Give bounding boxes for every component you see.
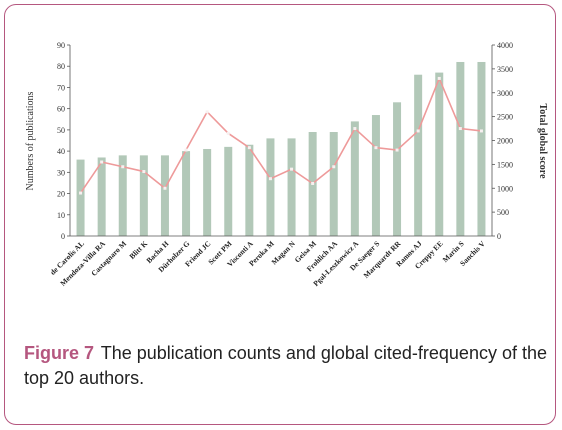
line-point — [332, 165, 336, 169]
bar — [139, 155, 148, 236]
line-point — [458, 127, 462, 131]
y2-axis-label: Total global score — [537, 103, 548, 179]
line-point — [268, 177, 272, 181]
line-point — [311, 181, 315, 185]
bar — [456, 61, 465, 236]
line-point — [226, 131, 230, 135]
figure-frame — [4, 4, 556, 425]
bar — [477, 61, 486, 236]
y-tick-label: 10 — [57, 211, 65, 220]
y-tick-label: 90 — [57, 41, 65, 50]
line-point — [163, 186, 167, 190]
bar — [329, 132, 338, 236]
line-point — [205, 110, 209, 114]
caption-text: The publication counts and global cited-… — [24, 343, 547, 388]
figure-caption: Figure 7 The publication counts and glob… — [24, 341, 548, 391]
line-point — [247, 146, 251, 150]
y-tick-label: 0 — [61, 232, 65, 241]
bar — [371, 115, 380, 236]
line-point — [479, 129, 483, 133]
bar — [203, 148, 212, 236]
line-point — [100, 160, 104, 164]
bar — [350, 121, 359, 236]
combo-chart: 0 10 20 30 40 50 60 70 80 90 0 500 1000 1500 2000 2500 3… — [25, 41, 548, 288]
y-tick-label: 70 — [57, 83, 65, 92]
y2-tick-label: 2000 — [497, 137, 513, 146]
line-point — [353, 127, 357, 131]
y-tick-label: 80 — [57, 62, 65, 71]
bar — [182, 151, 191, 236]
y-tick-label: 20 — [57, 190, 65, 199]
bar — [76, 159, 85, 236]
y-tick-label: 60 — [57, 105, 65, 114]
y-axis-label: Numbers of publications — [25, 91, 36, 190]
y2-tick-label: 1500 — [497, 160, 513, 169]
y-tick-label: 50 — [57, 126, 65, 135]
bar — [97, 157, 106, 236]
line-point — [142, 170, 146, 174]
line-point — [184, 148, 188, 152]
y-tick-label: 40 — [57, 147, 65, 156]
figure-label: Figure 7 — [24, 343, 95, 363]
y2-tick-label: 2500 — [497, 113, 513, 122]
bar — [160, 155, 169, 236]
line-point — [374, 146, 378, 150]
bar — [266, 138, 275, 236]
line-point — [416, 129, 420, 133]
bar — [224, 146, 233, 236]
bar — [245, 144, 254, 236]
x-tick-label: Magan N — [270, 239, 298, 267]
y2-tick-label: 500 — [497, 208, 509, 217]
bar — [435, 72, 444, 236]
y2-tick-label: 3500 — [497, 65, 513, 74]
y-tick-label: 30 — [57, 168, 65, 177]
bar — [414, 74, 423, 236]
bar — [118, 155, 127, 236]
line-point — [437, 76, 441, 80]
global-score-line — [79, 76, 482, 194]
line-point — [121, 165, 125, 169]
line-point — [290, 167, 294, 171]
line-point — [395, 148, 399, 152]
y2-tick-label: 1000 — [497, 184, 513, 193]
bar — [393, 102, 402, 236]
y2-tick-label: 4000 — [497, 41, 513, 50]
y2-tick-label: 3000 — [497, 89, 513, 98]
y2-tick-label: 0 — [497, 232, 501, 241]
line-point — [79, 191, 83, 195]
bar — [287, 138, 296, 236]
